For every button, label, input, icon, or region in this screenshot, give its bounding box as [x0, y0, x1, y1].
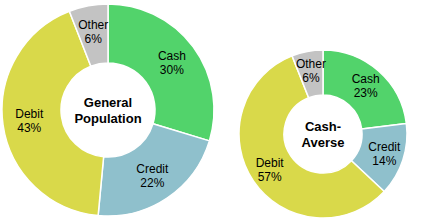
- svg-text:Other: Other: [78, 18, 108, 32]
- svg-text:Cash: Cash: [352, 72, 380, 86]
- svg-text:6%: 6%: [302, 71, 320, 85]
- svg-text:Credit: Credit: [368, 140, 401, 154]
- svg-text:Cash: Cash: [158, 49, 186, 63]
- svg-text:23%: 23%: [354, 86, 378, 100]
- svg-text:General: General: [84, 95, 132, 110]
- svg-text:6%: 6%: [85, 32, 103, 46]
- svg-text:Debit: Debit: [15, 107, 44, 121]
- svg-text:Averse: Averse: [302, 135, 345, 150]
- svg-text:30%: 30%: [160, 63, 184, 77]
- svg-text:Cash-: Cash-: [305, 119, 341, 134]
- svg-text:Debit: Debit: [256, 156, 285, 170]
- svg-text:Credit: Credit: [136, 162, 169, 176]
- svg-text:14%: 14%: [372, 154, 396, 168]
- svg-text:22%: 22%: [140, 176, 164, 190]
- svg-text:43%: 43%: [17, 121, 41, 135]
- svg-text:Other: Other: [296, 57, 326, 71]
- svg-text:57%: 57%: [258, 170, 282, 184]
- svg-text:Population: Population: [74, 111, 141, 126]
